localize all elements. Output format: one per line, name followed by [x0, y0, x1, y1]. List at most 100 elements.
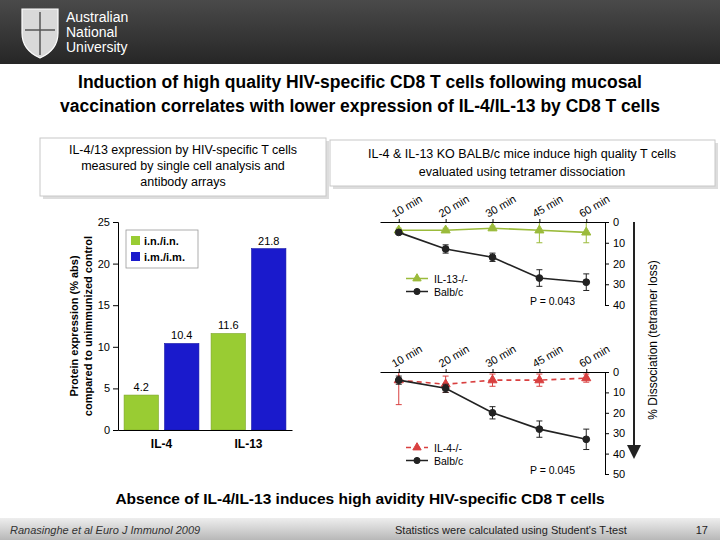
tick-group: 5: [104, 382, 118, 394]
marker: [583, 279, 590, 286]
error-bar: [490, 407, 496, 419]
tick-label: 10 min: [390, 343, 425, 370]
bars: [124, 249, 286, 430]
logo-crest: [22, 9, 58, 58]
tick: [605, 264, 609, 265]
page-number: 17: [696, 524, 708, 536]
bar: [165, 343, 199, 430]
tick-label: 60 min: [577, 193, 612, 220]
tick: [113, 222, 118, 223]
tick-group: 40: [605, 299, 625, 311]
axis-line: [606, 373, 610, 475]
tick-label: 0: [613, 216, 619, 228]
logo-crest-detail: [25, 12, 55, 55]
error-bar: [396, 376, 402, 384]
tick: [586, 219, 587, 222]
tick: [399, 219, 400, 222]
tick: [493, 219, 494, 222]
tick-group: 20: [605, 258, 625, 270]
tick-group: 10 min: [390, 343, 425, 372]
footer-note: Statistics were calculated using Student…: [395, 524, 627, 536]
logo-text: National: [66, 24, 117, 40]
tick-group: 50: [605, 468, 625, 480]
legend-label: i.n./i.n.: [144, 235, 179, 247]
error-bar: [583, 274, 589, 291]
data-label: 21.8: [258, 235, 279, 247]
chart-title: evaluated using tetramer dissociation: [419, 165, 625, 179]
marker: [442, 385, 449, 392]
line: [399, 380, 587, 439]
legend-marker: [414, 288, 420, 294]
error-bar: [443, 245, 449, 253]
bar: [124, 395, 158, 430]
axis: IL-4 IL-13: [119, 430, 293, 451]
tick: [539, 219, 540, 222]
tick-group: 30: [605, 427, 625, 439]
tick-label: 30 min: [483, 193, 518, 220]
subtitle-box: [40, 138, 326, 196]
tick-group: 10: [605, 237, 625, 249]
data-label: 10.4: [171, 329, 192, 341]
chart-title: IL-4/13 expression by HIV-specific T cel…: [69, 143, 297, 157]
tick-group: 30: [605, 278, 625, 290]
error-bar: [583, 429, 589, 449]
slide: AustralianNationalUniversityInduction of…: [0, 0, 720, 540]
tick-label: 20: [613, 407, 625, 419]
tick-group: 0: [104, 424, 118, 436]
tick-group: 60 min: [577, 343, 612, 372]
line: [399, 232, 587, 282]
marker: [395, 377, 402, 384]
marker: [583, 436, 590, 443]
lines: [394, 372, 591, 450]
tick: [605, 474, 609, 475]
tick: [399, 369, 400, 372]
marker: [441, 225, 450, 233]
bar: [211, 333, 245, 430]
marker: [536, 426, 543, 433]
tick-label: 5: [104, 382, 110, 394]
tick-label: 20: [98, 258, 110, 270]
legend-swatch: [131, 236, 140, 245]
logo-text: Australian: [66, 9, 128, 25]
tick-label: 0: [104, 424, 110, 436]
tick: [539, 369, 540, 372]
tick: [113, 430, 118, 431]
tick-label: 15: [98, 299, 110, 311]
slide-title: Induction of high quality HIV-specific C…: [78, 72, 642, 92]
marker: [536, 275, 543, 282]
axis: 0 10 20 30 40: [605, 216, 625, 311]
tick-label: 30: [613, 427, 625, 439]
legend: i.n./i.n. i.m./i.m.: [126, 230, 198, 268]
tick-label: IL-4: [151, 437, 173, 451]
tick-label: 10: [98, 341, 110, 353]
tick: [605, 372, 609, 373]
tick-label: 0: [613, 366, 619, 378]
tick: [605, 284, 609, 285]
axis-line: [113, 223, 119, 431]
tick-label: 50: [613, 468, 625, 480]
subtitle-box: [330, 140, 715, 186]
axis: 10 min20 min30 min45 min60 min: [381, 193, 612, 223]
marker: [395, 229, 402, 236]
tick-group: 10 min: [390, 193, 425, 222]
tick: [605, 243, 609, 244]
legend-label: IL-13-/-: [434, 273, 468, 285]
tick-group: 40: [605, 448, 625, 460]
legend-marker: [413, 274, 421, 281]
lines: [394, 222, 591, 290]
tick-group: IL-13: [234, 430, 262, 451]
legend-box: [126, 230, 198, 268]
legend-label: i.m./i.m.: [144, 251, 185, 263]
legend-label: Balb/c: [434, 286, 463, 298]
tick-label: 40: [613, 299, 625, 311]
caption: Absence of IL-4/IL-13 induces high avidi…: [115, 490, 604, 507]
tick-label: 20 min: [436, 193, 471, 220]
tick-group: 30 min: [483, 343, 518, 372]
tick: [446, 369, 447, 372]
tick-label: 10: [613, 386, 625, 398]
slide-title: vaccination correlates with lower expres…: [60, 96, 660, 116]
tick-label: 30 min: [483, 343, 518, 370]
error-bar: [536, 270, 542, 287]
tick-label: 45 min: [530, 343, 565, 370]
tick-label: IL-13: [234, 437, 262, 451]
